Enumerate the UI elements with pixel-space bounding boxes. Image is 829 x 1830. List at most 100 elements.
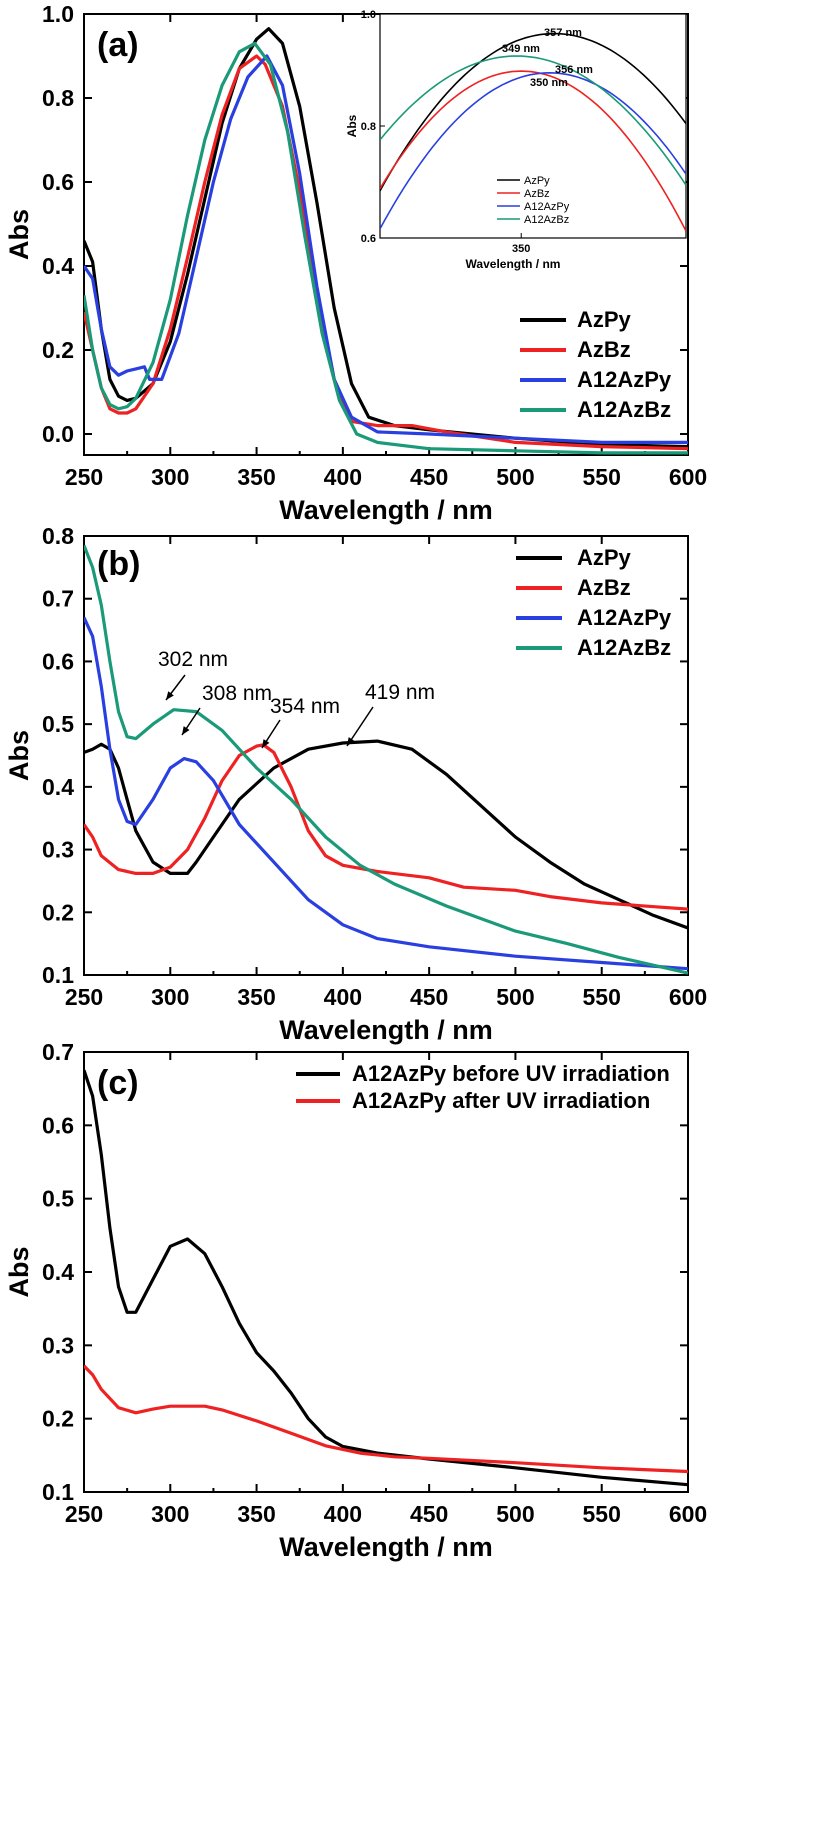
annotation-arrowhead [347,737,355,746]
annotation-arrowhead [166,691,174,700]
y-tick-label: 0.6 [42,648,74,674]
y-tick-label: 0.4 [42,253,74,279]
series-line-azbz [84,743,688,911]
inset-x-tick-label: 350 [512,243,530,255]
x-tick-label: 450 [410,984,448,1010]
x-tick-label: 500 [496,464,534,490]
y-axis-label: Abs [4,730,34,781]
legend-label: AzPy [577,307,632,332]
legend-label: A12AzPy [577,367,672,392]
inset-legend-label: A12AzPy [524,201,570,213]
x-tick-label: 350 [237,464,275,490]
inset-curve-a12azbz [380,55,686,186]
panel-label: (a) [97,26,139,64]
chart-panel-b: 250 300 350 400 450 500 550 600 0.1 0.2 0.3 0.4 0.5 0… [4,523,707,1045]
y-tick-label: 0.2 [42,337,74,363]
x-tick-label: 350 [237,1501,275,1527]
x-tick-label: 500 [496,1501,534,1527]
y-tick-label: 0.7 [42,586,74,612]
y-axis-label: Abs [4,1246,34,1297]
x-tick-label: 550 [583,464,621,490]
y-tick-label: 0.1 [42,1479,74,1505]
x-tick-label: 600 [669,464,707,490]
y-tick-label: 0.8 [42,85,74,111]
inset-peak-annotation: 349 nm [502,43,540,55]
x-tick-label: 600 [669,1501,707,1527]
x-tick-label: 300 [151,1501,189,1527]
legend-label: A12AzPy before UV irradiation [352,1061,670,1086]
y-tick-label: 0.3 [42,1332,74,1358]
inset-curve-azbz [380,70,686,232]
x-tick-label: 500 [496,984,534,1010]
plot-frame [83,1051,689,1493]
x-tick-label: 550 [583,1501,621,1527]
annotation-arrowhead [262,739,270,748]
x-tick-label: 600 [669,984,707,1010]
legend-label: A12AzPy after UV irradiation [352,1088,650,1113]
peak-annotation: 302 nm [158,648,228,671]
inset-y-axis-label: Abs [345,114,359,137]
peak-annotation: 308 nm [202,682,272,705]
x-tick-label: 450 [410,1501,448,1527]
y-tick-label: 1.0 [42,1,74,27]
y-tick-label: 0.3 [42,837,74,863]
y-axis-label: Abs [4,209,34,260]
y-tick-label: 0.5 [42,1186,74,1212]
inset-peak-annotation: 350 nm [530,77,568,89]
inset-curve-a12azpy [380,71,686,230]
series-line-a12azbz [84,41,688,455]
y-tick-label: 0.7 [42,1039,74,1065]
x-axis-label: Wavelength / nm [279,1015,493,1045]
inset-peak-annotation: 356 nm [555,64,593,76]
x-tick-label: 400 [324,984,362,1010]
x-tick-label: 300 [151,464,189,490]
series-line-azpy [84,739,688,930]
inset-frame [379,13,687,239]
y-tick-label: 0.2 [42,899,74,925]
y-tick-label: 0.0 [42,421,74,447]
annotation-arrowhead [182,726,190,735]
series-line-a12azpy-before-uv-irradiation [84,1069,688,1487]
peak-annotation: 419 nm [365,681,435,704]
series-line-a12azbz [84,544,688,975]
x-tick-label: 450 [410,464,448,490]
x-tick-label: 250 [65,1501,103,1527]
panel-label: (c) [97,1064,139,1102]
inset-legend-label: AzBz [524,188,550,200]
chart-panel-a: 250 300 350 400 450 500 550 600 0.0 0.2 0.4 0.6 0.8 1… [4,1,707,525]
x-axis-label: Wavelength / nm [279,1532,493,1562]
series-line-a12azpy [84,54,688,444]
inset-peak-annotation: 357 nm [544,27,582,39]
x-tick-label: 250 [65,984,103,1010]
y-tick-label: 0.6 [42,1112,74,1138]
legend-label: A12AzBz [577,397,671,422]
inset-x-axis-label: Wavelength / nm [466,257,561,271]
legend-label: A12AzBz [577,635,671,660]
series-line-a12azpy-after-uv-irradiation [84,1364,688,1474]
y-tick-label: 0.2 [42,1406,74,1432]
x-tick-label: 350 [237,984,275,1010]
inset-y-tick-label: 0.8 [361,121,376,133]
inset-legend-label: A12AzBz [524,214,569,226]
inset-y-tick-label: 0.6 [361,233,376,245]
panel-label: (b) [97,545,140,583]
inset-curve-azpy [380,32,686,192]
y-tick-label: 0.6 [42,169,74,195]
series-line-a12azpy [84,616,688,971]
x-tick-label: 300 [151,984,189,1010]
legend-label: AzPy [577,545,632,570]
inset-legend-label: AzPy [524,175,550,187]
y-tick-label: 0.4 [42,1259,74,1285]
plot-frame [83,535,689,976]
legend-label: AzBz [577,575,631,600]
y-tick-label: 0.1 [42,962,74,988]
legend-label: A12AzPy [577,605,672,630]
inset-y-tick-label: 1.0 [361,9,376,21]
y-tick-label: 0.4 [42,774,74,800]
x-tick-label: 400 [324,464,362,490]
y-tick-label: 0.5 [42,711,74,737]
legend-label: AzBz [577,337,631,362]
x-tick-label: 250 [65,464,103,490]
series-line-azbz [84,54,688,451]
